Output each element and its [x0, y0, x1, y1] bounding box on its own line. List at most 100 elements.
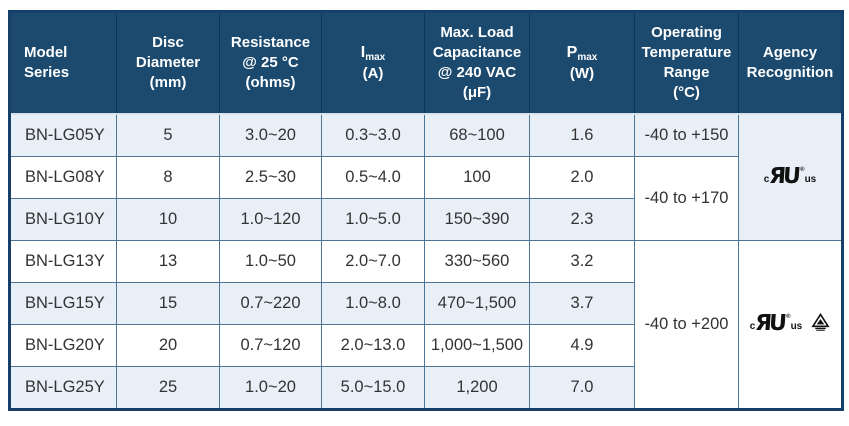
cell-model-series: BN-LG08Y	[9, 156, 117, 199]
cell-agency-recognition: c ЯU ® us	[738, 240, 843, 410]
cell-disc-diameter: 8	[116, 156, 220, 199]
cell-pmax: 2.0	[529, 156, 635, 199]
header-line: Recognition	[746, 64, 834, 81]
cell-disc-diameter: 10	[116, 198, 220, 241]
cell-model-series: BN-LG13Y	[9, 240, 117, 283]
ul-monogram: ЯU	[768, 164, 800, 190]
agency-marks: c ЯU ® us	[743, 164, 837, 190]
cell-operating-temperature: -40 to +150	[634, 113, 739, 157]
cell-disc-diameter: 15	[116, 282, 220, 325]
spec-table: Model Series Disc Diameter (mm) Resistan…	[8, 10, 844, 411]
cell-agency-recognition: c ЯU ® us	[738, 113, 843, 241]
ul-monogram: ЯU	[754, 311, 786, 337]
pmax-subscript: max	[577, 51, 598, 63]
agency-marks: c ЯU ® us	[743, 311, 837, 337]
ul-c-label: c	[749, 320, 756, 332]
col-header-operating-temperature: Operating Temperature Range (°C)	[634, 11, 739, 115]
table-row: BN-LG15Y 15 0.7~220 1.0~8.0 470~1,500 3.…	[9, 282, 843, 325]
ul-c-label: c	[763, 173, 770, 185]
cul-us-mark-icon: c ЯU ® us	[763, 164, 817, 190]
cell-imax: 0.3~3.0	[321, 113, 425, 157]
cell-imax: 1.0~5.0	[321, 198, 425, 241]
cell-resistance: 2.5~30	[219, 156, 322, 199]
table-header: Model Series Disc Diameter (mm) Resistan…	[9, 11, 843, 115]
header-line: Imax	[326, 42, 420, 65]
pmax-symbol: P	[566, 43, 578, 61]
col-header-model-series: Model Series	[9, 11, 117, 115]
header-line: (mm)	[149, 74, 187, 92]
cell-pmax: 3.7	[529, 282, 635, 325]
cell-resistance: 1.0~120	[219, 198, 322, 241]
header-line: Capacitance	[432, 43, 522, 61]
cell-max-load-capacitance: 1,000~1,500	[424, 324, 530, 367]
cell-disc-diameter: 5	[116, 113, 220, 157]
cell-model-series: BN-LG10Y	[9, 198, 117, 241]
header-line: Diameter	[135, 53, 201, 71]
imax-unit: (A)	[362, 65, 384, 83]
header-line: Agency	[762, 43, 818, 61]
cell-resistance: 0.7~220	[219, 282, 322, 325]
cell-disc-diameter: 25	[116, 366, 220, 410]
cell-max-load-capacitance: 330~560	[424, 240, 530, 283]
col-header-max-load-capacitance: Max. Load Capacitance @ 240 VAC (μF)	[424, 11, 530, 115]
cell-pmax: 4.9	[529, 324, 635, 367]
ul-us-label: us	[790, 320, 803, 332]
table-row: BN-LG13Y 13 1.0~50 2.0~7.0 330~560 3.2 -…	[9, 240, 843, 410]
col-header-pmax: Pmax (W)	[529, 11, 635, 115]
cell-imax: 1.0~8.0	[321, 282, 425, 325]
cell-resistance: 3.0~20	[219, 113, 322, 157]
table-row: BN-LG08Y 8 2.5~30 0.5~4.0 100 2.0 -40 to…	[9, 156, 843, 241]
header-line: (ohms)	[245, 74, 296, 92]
pmax-unit: (W)	[569, 65, 595, 83]
table-row: BN-LG25Y 25 1.0~20 5.0~15.0 1,200 7.0	[9, 366, 843, 410]
cell-resistance: 1.0~20	[219, 366, 322, 410]
header-line: Operating	[651, 23, 722, 41]
cell-max-load-capacitance: 68~100	[424, 113, 530, 157]
ul-us-label: us	[804, 173, 817, 185]
registered-symbol: ®	[786, 313, 791, 320]
cell-pmax: 2.3	[529, 198, 635, 241]
table-row: BN-LG20Y 20 0.7~120 2.0~13.0 1,000~1,500…	[9, 324, 843, 367]
header-line: Temperature	[641, 43, 732, 61]
imax-subscript: max	[365, 51, 386, 63]
header-row: Model Series Disc Diameter (mm) Resistan…	[9, 11, 843, 115]
cell-imax: 5.0~15.0	[321, 366, 425, 410]
cell-max-load-capacitance: 150~390	[424, 198, 530, 241]
cell-max-load-capacitance: 1,200	[424, 366, 530, 410]
col-header-imax: Imax (A)	[321, 11, 425, 115]
col-header-agency-recognition: Agency Recognition	[738, 11, 843, 115]
header-line: (μF)	[462, 84, 492, 102]
header-line: Range	[663, 64, 710, 81]
cell-imax: 2.0~7.0	[321, 240, 425, 283]
registered-symbol: ®	[800, 166, 805, 173]
imax-symbol: I	[360, 43, 366, 61]
header-line: Resistance	[230, 33, 311, 51]
cell-resistance: 0.7~120	[219, 324, 322, 367]
header-line: Pmax	[534, 42, 630, 65]
table-body: BN-LG05Y 5 3.0~20 0.3~3.0 68~100 1.6 -40…	[9, 113, 843, 410]
cell-pmax: 3.2	[529, 240, 635, 283]
header-line: @ 25 °C	[242, 53, 299, 71]
cell-pmax: 7.0	[529, 366, 635, 410]
cell-resistance: 1.0~50	[219, 240, 322, 283]
header-line: (°C)	[673, 84, 700, 102]
cell-imax: 2.0~13.0	[321, 324, 425, 367]
cul-us-mark-icon: c ЯU ® us	[749, 311, 803, 337]
cell-operating-temperature: -40 to +170	[634, 156, 739, 241]
header-line: Max. Load	[440, 23, 514, 41]
header-line: Disc	[152, 33, 184, 51]
cell-model-series: BN-LG20Y	[9, 324, 117, 367]
cell-model-series: BN-LG15Y	[9, 282, 117, 325]
col-header-disc-diameter: Disc Diameter (mm)	[116, 11, 220, 115]
table-row: BN-LG10Y 10 1.0~120 1.0~5.0 150~390 2.3	[9, 198, 843, 241]
table-row: BN-LG05Y 5 3.0~20 0.3~3.0 68~100 1.6 -40…	[9, 113, 843, 241]
cell-disc-diameter: 20	[116, 324, 220, 367]
col-header-resistance: Resistance @ 25 °C (ohms)	[219, 11, 322, 115]
cell-max-load-capacitance: 100	[424, 156, 530, 199]
cell-pmax: 1.6	[529, 113, 635, 157]
cell-operating-temperature: -40 to +200	[634, 240, 739, 410]
header-line: @ 240 VAC	[437, 64, 517, 81]
cell-disc-diameter: 13	[116, 240, 220, 283]
cell-max-load-capacitance: 470~1,500	[424, 282, 530, 325]
